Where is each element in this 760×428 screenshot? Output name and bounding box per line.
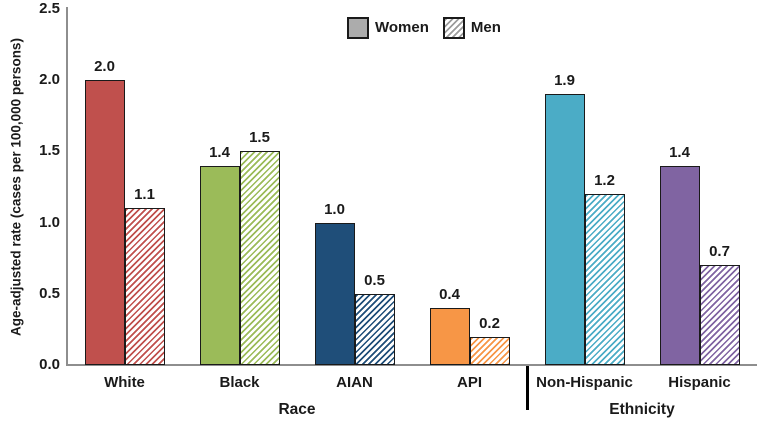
- bar-value-label: 0.4: [439, 286, 460, 304]
- bar-hispanic-men: [699, 265, 740, 365]
- bar-aian-women: [314, 222, 355, 365]
- bar-value-label: 0.5: [364, 271, 385, 289]
- legend-label-women: Women: [375, 19, 429, 36]
- legend: Women Men: [347, 17, 501, 39]
- bar-non-hispanic-women: [544, 94, 585, 365]
- bar-value-label: 1.5: [249, 129, 270, 147]
- x-label-hispanic: Hispanic: [668, 374, 731, 391]
- bar-api-women: [429, 308, 470, 365]
- y-tick-label: 2.5: [39, 0, 60, 17]
- x-label-api: API: [456, 374, 482, 391]
- bar-non-hispanic-men: [584, 194, 625, 365]
- bar-aian-men: [354, 293, 395, 365]
- x-label-non-hispanic: Non-Hispanic: [536, 374, 633, 391]
- y-tick-label: 1.0: [39, 213, 60, 231]
- bar-value-label: 1.0: [324, 200, 345, 218]
- bar-value-label: 0.7: [709, 243, 730, 261]
- group-label-ethnicity: Ethnicity: [609, 401, 675, 418]
- y-tick-label: 1.5: [39, 142, 60, 160]
- bar-hispanic-women: [659, 165, 700, 365]
- bar-value-label: 1.2: [594, 172, 615, 190]
- y-axis-line: [66, 7, 68, 366]
- bar-black-women: [199, 165, 240, 365]
- x-axis-line: [66, 364, 757, 366]
- legend-swatch-men: [442, 17, 465, 39]
- legend-swatch-women: [347, 17, 369, 39]
- y-tick-label: 2.0: [39, 71, 60, 89]
- bar-value-label: 1.4: [669, 143, 690, 161]
- bar-value-label: 0.2: [479, 314, 500, 332]
- group-label-race: Race: [278, 401, 316, 418]
- legend-label-men: Men: [470, 19, 501, 36]
- bar-white-men: [124, 208, 165, 365]
- bar-white-women: [84, 80, 125, 365]
- bar-value-label: 1.1: [134, 186, 155, 204]
- bar-value-label: 1.4: [209, 143, 230, 161]
- y-tick-label: 0.0: [39, 356, 60, 373]
- group-divider: [525, 366, 529, 410]
- x-label-black: Black: [219, 374, 260, 391]
- y-tick-label: 0.5: [39, 284, 60, 302]
- bar-value-label: 2.0: [94, 58, 115, 76]
- bar-value-label: 1.9: [554, 72, 575, 90]
- x-label-white: White: [104, 374, 145, 391]
- x-label-aian: AIAN: [336, 374, 373, 391]
- bar-api-men: [469, 336, 510, 365]
- bar-black-men: [239, 151, 280, 365]
- y-axis-title: Age-adjusted rate (cases per 100,000 per…: [8, 38, 24, 336]
